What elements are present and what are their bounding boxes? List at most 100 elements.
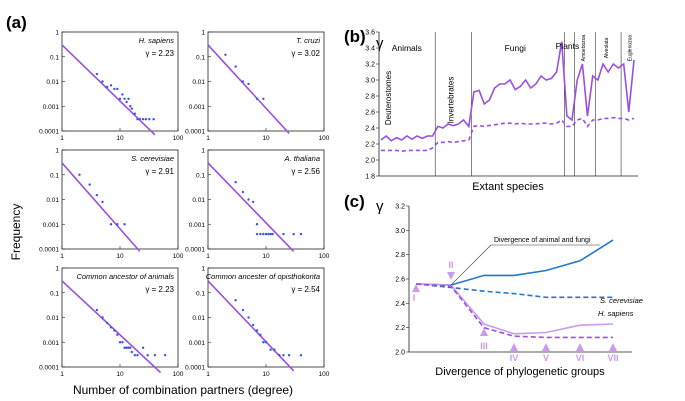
y-tick-label: 0.001 <box>189 222 206 229</box>
stage-label: VI <box>576 353 585 363</box>
y-tick-label: 0.001 <box>43 340 60 347</box>
group-label-animals: Animals <box>392 43 422 53</box>
subplot-frame <box>61 31 179 132</box>
fit-line <box>207 162 295 252</box>
panel-c: (c) γ Divergence of phylogenetic groups … <box>344 192 643 378</box>
data-point <box>234 181 237 184</box>
data-point <box>116 333 119 336</box>
y-tick-label: 1 <box>201 266 205 273</box>
y-tick-label: 2.6 <box>365 110 375 117</box>
panel-b-label: (b) <box>344 27 366 46</box>
series-dashed <box>381 116 635 153</box>
y-tick-label: 2.2 <box>395 325 405 332</box>
data-point <box>269 348 272 351</box>
x-tick-label: 10 <box>262 253 270 260</box>
y-tick-label: 2.4 <box>365 126 375 133</box>
species-label: A. thaliana <box>284 154 320 163</box>
data-point <box>292 232 295 236</box>
y-tick-label: 1 <box>55 30 59 37</box>
y-tick-label: 0.01 <box>46 197 59 204</box>
data-point <box>121 93 124 96</box>
gamma-label: γ = 2.23 <box>145 49 174 58</box>
fit-line <box>207 44 290 134</box>
y-tick-label: 0.0001 <box>39 129 59 136</box>
y-tick-label: 0.0001 <box>39 247 59 254</box>
data-point <box>247 198 250 201</box>
data-point <box>255 97 259 100</box>
data-point <box>133 112 137 115</box>
data-point <box>299 353 303 357</box>
data-point <box>282 232 285 236</box>
data-point <box>153 353 157 357</box>
species-label: Common ancestor of animals <box>76 272 174 281</box>
data-point <box>125 346 128 349</box>
data-point <box>121 341 124 344</box>
y-tick-label: 0.0001 <box>185 365 205 372</box>
data-point <box>262 232 265 236</box>
y-tick-label: 0.001 <box>189 340 206 347</box>
y-tick-label: 0.1 <box>196 54 205 61</box>
data-point <box>105 321 109 325</box>
data-point <box>152 117 155 121</box>
x-tick-label: 1 <box>60 135 64 142</box>
stage-marker <box>609 343 617 351</box>
data-point <box>88 183 91 186</box>
group-label-plants: Plants <box>556 41 580 51</box>
data-point <box>123 346 126 349</box>
gamma-label: γ = 3.02 <box>291 49 320 58</box>
data-point <box>148 117 151 121</box>
data-point <box>144 117 148 121</box>
stage-label: V <box>543 353 549 363</box>
data-point <box>109 326 113 329</box>
data-point <box>241 80 245 83</box>
y-tick-label: 0.001 <box>189 104 206 111</box>
data-point <box>234 299 237 302</box>
y-tick-label: 0.001 <box>43 222 60 229</box>
series-label-hs: H. sapiens <box>598 309 634 318</box>
data-point <box>118 97 122 100</box>
x-tick-label: 100 <box>319 135 330 142</box>
x-tick-label: 100 <box>173 135 184 142</box>
y-tick-label: 1 <box>55 266 59 273</box>
panel-c-xlabel: Divergence of phylogenetic groups <box>435 366 605 378</box>
annotation-text: Divergence of animal and fungi <box>494 237 591 244</box>
fit-line <box>61 162 141 252</box>
x-tick-label: 100 <box>173 253 184 260</box>
y-tick-label: 0.01 <box>192 197 205 204</box>
subplot-frame <box>61 267 179 368</box>
y-tick-label: 3.2 <box>395 204 405 211</box>
y-tick-label: 0.1 <box>50 54 59 61</box>
data-point <box>255 223 259 226</box>
hs-dashed-line <box>415 283 613 339</box>
stage-marker <box>576 343 584 351</box>
data-point <box>262 341 265 344</box>
panel-c-ylabel: γ <box>376 198 384 215</box>
data-point <box>118 341 122 344</box>
x-tick-label: 1 <box>60 253 64 260</box>
y-tick-label: 1 <box>55 148 59 155</box>
panel-a-xlabel: Number of combination partners (degree) <box>73 383 293 397</box>
small-group-label: Euglenozoa <box>627 35 633 62</box>
y-tick-label: 0.1 <box>50 290 59 297</box>
data-point <box>116 87 119 91</box>
data-point <box>255 329 259 332</box>
sc-dashed-line <box>415 283 613 299</box>
data-point <box>109 84 113 87</box>
y-tick-label: 2.6 <box>395 277 405 284</box>
data-point <box>247 82 250 86</box>
data-point <box>123 97 126 100</box>
y-tick-label: 0.1 <box>196 290 205 297</box>
data-point <box>105 85 109 89</box>
y-tick-label: 2.2 <box>365 142 375 149</box>
panel-b-xlabel: Extant species <box>472 181 544 193</box>
y-tick-label: 0.0001 <box>185 247 205 254</box>
x-tick-label: 100 <box>319 371 330 378</box>
data-point <box>129 105 132 108</box>
panel-b: (b) γ Extant species 1.8 2.0 2.2 2.4 2.6 2.8 3… <box>344 27 638 193</box>
